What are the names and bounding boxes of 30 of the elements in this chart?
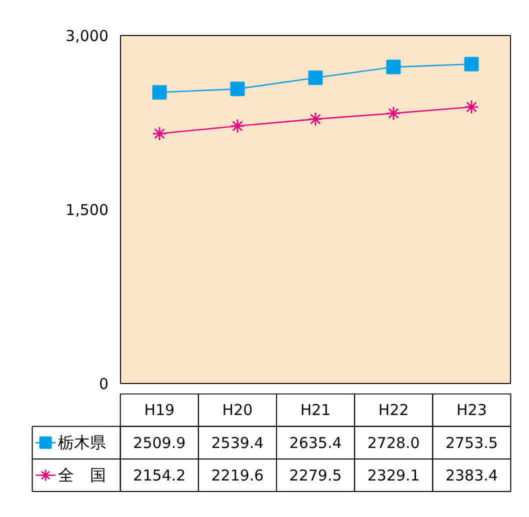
data-label: 2329.1 [367, 466, 420, 485]
point [152, 85, 167, 100]
point [464, 100, 479, 114]
y-tick-label: 3,000 [66, 27, 109, 45]
data-label: 2154.2 [133, 466, 186, 485]
point [152, 126, 167, 141]
x-tick-label: H21 [300, 401, 331, 420]
legend-label: 全 国 [58, 466, 106, 485]
data-label: 2635.4 [289, 434, 342, 452]
data-label: 2383.4 [445, 466, 498, 485]
point [464, 56, 479, 72]
x-tick-label: H20 [222, 401, 253, 420]
data-label: 2509.9 [133, 434, 186, 452]
legend-label: 栃木県 [58, 433, 106, 452]
x-tick-label: H22 [378, 401, 409, 420]
point [230, 82, 245, 96]
point [308, 70, 323, 86]
point [308, 112, 323, 126]
data-label: 2219.6 [211, 466, 264, 485]
x-tick-label: H19 [144, 401, 175, 420]
x-tick-label: H23 [456, 401, 487, 420]
data-label: 2539.4 [211, 434, 264, 452]
data-label: 2728.0 [367, 434, 420, 452]
y-tick-label: 1,500 [66, 201, 109, 219]
data-label: 2279.5 [289, 466, 342, 485]
y-tick-label: 0 [98, 375, 109, 393]
point [230, 118, 245, 134]
point [386, 106, 401, 121]
data-label: 2753.5 [445, 434, 498, 452]
point [386, 60, 401, 74]
